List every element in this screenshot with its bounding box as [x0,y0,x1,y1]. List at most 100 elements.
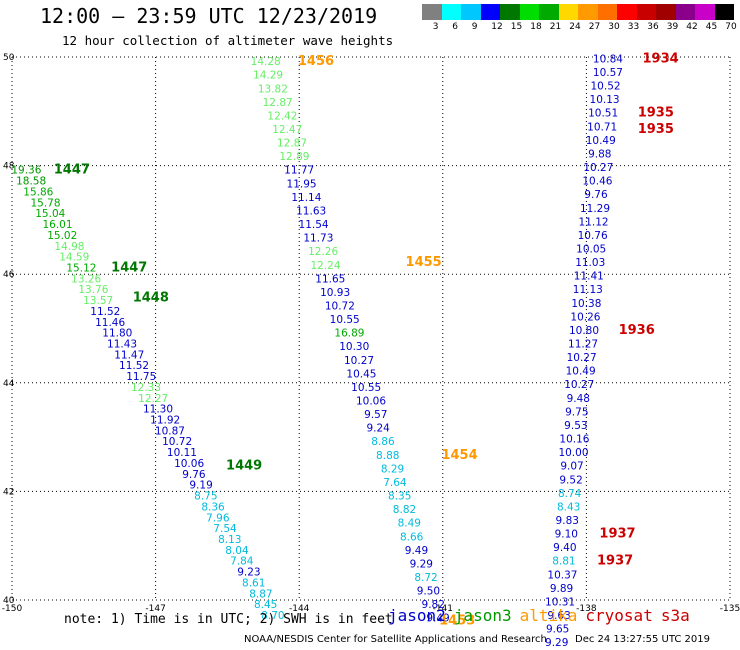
wave-height-label: 9.10 [555,529,578,541]
wave-height-label: 15.12 [66,262,96,274]
colorbar-label: 27 [588,22,601,32]
wave-height-label: 14.28 [251,56,281,68]
wave-height-label: 8.81 [552,556,575,568]
wave-height-label: 10.72 [162,436,192,448]
colorbar-swatch [480,4,500,20]
x-tick-label: -150 [2,604,23,614]
wave-height-label: 8.75 [194,491,217,503]
colorbar-label: 3 [432,22,439,32]
wave-height-label: 7.54 [213,523,237,535]
wave-height-label: 10.55 [351,382,381,394]
colorbar-label: 42 [686,22,698,32]
wave-height-label: 8.43 [557,501,580,513]
wave-height-label: 11.54 [299,219,329,231]
wave-height-label: 10.06 [174,458,204,470]
wave-height-label: 9.24 [366,423,390,435]
wave-height-label: 9.50 [417,586,440,598]
wave-height-label: 10.27 [583,162,613,174]
y-tick-label: 44 [3,379,15,389]
legend-item-cryosat: cryosat [585,606,653,625]
colorbar-swatch [500,4,520,20]
pass-time-label: 1455 [406,255,442,270]
page-subtitle: 12 hour collection of altimeter wave hei… [62,33,394,48]
pass-time-label: 1453 [439,613,475,628]
satellite-legend: jason2 jason3 altika cryosat s3a [388,606,698,625]
wave-height-label: 9.76 [182,469,206,481]
wave-height-label: 10.93 [320,287,350,299]
wave-height-label: 15.04 [35,208,65,220]
colorbar-label: 70 [725,22,737,32]
wave-height-label: 11.13 [573,284,603,296]
colorbar-swatch [656,4,676,20]
wave-height-label: 8.86 [371,436,395,448]
page-title: 12:00 – 23:59 UTC 12/23/2019 [40,4,378,28]
pass-time-label: 1937 [599,527,635,542]
wave-height-label: 10.11 [167,447,197,459]
wave-height-label: 10.38 [571,298,601,310]
wave-height-label: 15.86 [23,186,53,198]
wave-height-label: 10.16 [559,434,589,446]
wave-height-label: 11.03 [575,257,605,269]
wave-height-label: 10.00 [558,447,588,459]
wave-height-label: 8.66 [400,531,424,543]
wave-height-label: 10.76 [578,230,608,242]
wave-height-label: 9.65 [546,624,569,636]
wave-height-label: 7.96 [206,512,230,524]
wave-height-label: 9.49 [426,613,449,625]
wave-height-label: 14.98 [54,241,84,253]
wave-height-label: 8.72 [414,572,437,584]
wave-height-label: 8.49 [398,518,421,530]
wave-height-label: 10.27 [344,355,374,367]
wave-height-label: 10.87 [155,425,185,437]
colorbar-swatch [578,4,598,20]
colorbar-swatch [617,4,637,20]
wave-height-label: 9.83 [556,515,579,527]
wave-height-label: 9.40 [553,542,576,554]
legend-item-s3a: s3a [660,606,690,625]
wave-height-label: 8.36 [201,501,225,513]
wave-height-label: 18.58 [16,176,46,188]
wave-height-label: 16.01 [42,219,72,231]
wave-height-label: 9.88 [588,148,611,160]
colorbar-swatch [597,4,617,20]
wave-height-label: 10.05 [576,243,606,255]
wave-height-label: 13.82 [258,83,288,95]
x-tick-label: -135 [720,604,740,614]
y-tick-label: 42 [3,487,14,497]
wave-height-label: 12.89 [279,151,309,163]
wave-height-label: 7.64 [383,477,407,489]
pass-time-label: 1454 [441,448,477,463]
footer-credit: NOAA/NESDIS Center for Satellite Applica… [244,634,547,645]
legend-item-altika: altika [519,606,578,625]
pass-time-label: 1934 [642,51,678,66]
y-tick-label: 50 [3,53,15,63]
wave-height-label: 12.42 [267,110,297,122]
wave-height-label: 8.45 [254,599,277,611]
wave-height-label: 11.92 [150,415,180,427]
wave-height-label: 9.23 [237,567,260,579]
wave-height-label: 10.13 [590,94,620,106]
x-tick-label: -138 [576,604,597,614]
colorbar-label: 33 [627,22,640,32]
wave-height-label: 11.80 [102,328,132,340]
wave-height-label: 10.57 [593,67,623,79]
wave-height-label: 8.88 [376,450,399,462]
wave-height-label: 10.55 [330,314,360,326]
wave-height-label: 11.63 [296,205,326,217]
wave-height-label: 8.74 [558,488,582,500]
wave-height-label: 11.75 [126,371,156,383]
colorbar-label: 45 [705,22,718,32]
pass-time-label: 1447 [54,163,90,178]
wave-height-label: 10.49 [586,135,616,147]
wave-height-label: 12.87 [263,97,293,109]
wave-height-label: 10.31 [545,596,575,608]
wave-height-label: 9.57 [364,409,387,421]
colorbar [422,4,734,20]
wave-height-label: 11.41 [574,271,604,283]
wave-height-label: 15.02 [47,230,77,242]
colorbar-swatch [441,4,461,20]
wave-height-label: 11.27 [568,339,598,351]
wave-height-label: 8.04 [225,545,249,557]
wave-height-label: 9.76 [584,189,608,201]
